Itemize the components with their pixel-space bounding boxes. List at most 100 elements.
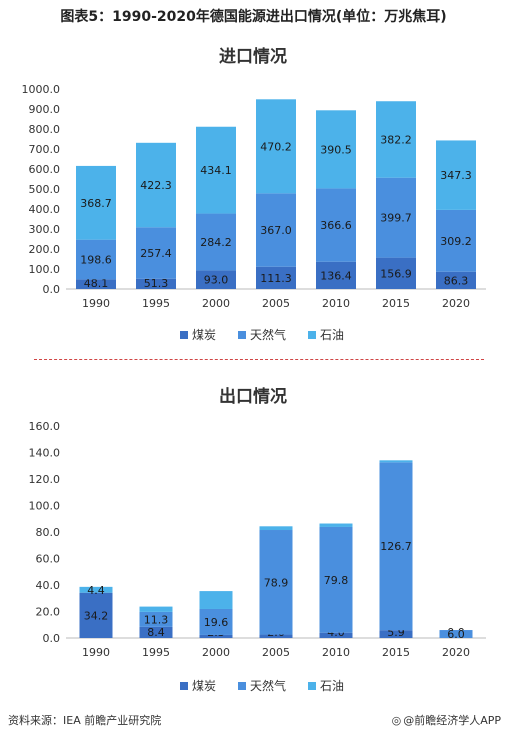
import-x-tick-label: 2015 <box>382 297 410 310</box>
export-legend-label: 石油 <box>320 679 344 693</box>
import-y-tick-label: 600.0 <box>29 163 61 176</box>
import-x-tick-label: 2005 <box>262 297 290 310</box>
import-bar-石油-2015 <box>376 101 416 178</box>
export-bar-石油-2015 <box>379 460 413 463</box>
export-x-tick-label: 2000 <box>202 646 230 659</box>
import-bar-石油-2005 <box>256 99 296 194</box>
import-bar-天然气-2000 <box>196 213 236 271</box>
export-data-label: 11.3 <box>144 613 169 626</box>
import-legend-label: 煤炭 <box>192 328 216 342</box>
import-y-tick-label: 900.0 <box>29 103 61 116</box>
import-data-label: 309.2 <box>440 235 472 248</box>
export-bar-天然气-2020 <box>439 630 473 638</box>
export-chart: 出口情况 0.0 20.0 40.0 60.0 80.0 100.0 120.0 140.0 16… <box>29 386 486 693</box>
import-bar-石油-1995 <box>136 142 176 228</box>
import-bar-煤炭-1995 <box>136 278 176 289</box>
import-bar-石油-2010 <box>316 110 356 189</box>
export-bar-天然气-2015 <box>379 462 413 631</box>
import-legend-swatch-天然气 <box>238 331 246 339</box>
export-data-label: 8.4 <box>147 626 165 639</box>
import-x-tick-label: 1995 <box>142 297 170 310</box>
source-note: 资料来源：IEA 前瞻产业研究院 <box>8 714 162 727</box>
import-data-label: 48.1 <box>84 277 109 290</box>
export-data-label: 79.8 <box>324 574 349 587</box>
import-data-label: 111.3 <box>260 272 292 285</box>
export-legend-label: 煤炭 <box>192 679 216 693</box>
export-x-tick-label: 2020 <box>442 646 470 659</box>
import-data-label: 366.6 <box>320 219 352 232</box>
export-data-label: 6.0 <box>447 628 465 641</box>
import-data-label: 86.3 <box>444 274 469 287</box>
import-data-label: 198.6 <box>80 254 112 267</box>
import-data-label: 368.7 <box>80 197 112 210</box>
export-x-tick-label: 1995 <box>142 646 170 659</box>
import-data-label: 156.9 <box>380 267 412 280</box>
import-bar-石油-2000 <box>196 126 236 214</box>
export-bar-煤炭-1995 <box>139 626 173 638</box>
import-y-tick-label: 100.0 <box>29 263 61 276</box>
export-bar-煤炭-2000 <box>199 634 233 638</box>
import-data-label: 422.3 <box>140 179 172 192</box>
export-x-tick-label: 2015 <box>382 646 410 659</box>
export-y-tick-label: 120.0 <box>29 473 61 486</box>
import-legend-swatch-煤炭 <box>180 331 188 339</box>
export-data-label: 126.7 <box>380 540 412 553</box>
import-x-tick-label: 2010 <box>322 297 350 310</box>
export-bar-天然气-2000 <box>199 608 233 635</box>
import-bar-煤炭-2000 <box>196 270 236 289</box>
export-legend-label: 天然气 <box>250 678 286 693</box>
export-y-tick-label: 80.0 <box>36 526 61 539</box>
export-y-tick-label: 100.0 <box>29 500 61 513</box>
export-bar-天然气-2010 <box>319 526 353 633</box>
import-y-tick-label: 200.0 <box>29 243 61 256</box>
import-legend-label: 天然气 <box>250 327 286 342</box>
export-data-label: 78.9 <box>264 576 289 589</box>
import-data-label: 367.0 <box>260 224 292 237</box>
export-bar-煤炭-1990 <box>79 592 113 638</box>
export-bar-石油-1995 <box>139 606 173 612</box>
export-bar-石油-1990 <box>79 586 113 593</box>
import-bar-煤炭-2020 <box>436 271 476 289</box>
export-bar-煤炭-2010 <box>319 632 353 638</box>
import-bar-天然气-2005 <box>256 193 296 267</box>
export-bar-石油-2005 <box>259 526 293 531</box>
brand-credit: ◎ @前瞻经济学人APP <box>392 712 501 728</box>
export-x-tick-label: 2005 <box>262 646 290 659</box>
export-legend-swatch-天然气 <box>238 682 246 690</box>
import-y-tick-label: 1000.0 <box>22 83 61 96</box>
import-x-tick-label: 2000 <box>202 297 230 310</box>
import-y-tick-label: 500.0 <box>29 183 61 196</box>
import-x-tick-label: 1990 <box>82 297 110 310</box>
import-data-label: 470.2 <box>260 140 292 153</box>
export-y-tick-label: 0.0 <box>43 632 61 645</box>
import-bar-石油-2020 <box>436 140 476 210</box>
import-y-tick-label: 700.0 <box>29 143 61 156</box>
import-bar-石油-1990 <box>76 165 116 240</box>
export-bar-天然气-2005 <box>259 530 293 635</box>
import-x-tick-label: 2020 <box>442 297 470 310</box>
export-bar-煤炭-2015 <box>379 630 413 638</box>
export-x-tick-label: 1990 <box>82 646 110 659</box>
export-x-tick-label: 2010 <box>322 646 350 659</box>
import-bar-煤炭-2015 <box>376 257 416 289</box>
export-y-tick-label: 60.0 <box>36 553 61 566</box>
import-y-tick-label: 400.0 <box>29 203 61 216</box>
export-bar-石油-2010 <box>319 523 353 527</box>
import-y-tick-label: 0.0 <box>43 283 61 296</box>
import-data-label: 284.2 <box>200 236 232 249</box>
import-y-tick-label: 300.0 <box>29 223 61 236</box>
import-data-label: 51.3 <box>144 277 169 290</box>
import-bar-天然气-1990 <box>76 239 116 280</box>
import-bar-天然气-2010 <box>316 188 356 262</box>
import-legend-swatch-石油 <box>308 331 316 339</box>
export-bar-天然气-1995 <box>139 611 173 627</box>
import-data-label: 257.4 <box>140 247 172 260</box>
import-data-label: 434.1 <box>200 164 232 177</box>
export-y-tick-label: 40.0 <box>36 579 61 592</box>
export-legend-swatch-石油 <box>308 682 316 690</box>
import-bar-煤炭-1990 <box>76 279 116 289</box>
export-chart-title: 出口情况 <box>219 386 287 407</box>
import-chart: 进口情况 0.0 100.0 200.0 300.0 400.0 500.0 600.0 700… <box>22 46 486 342</box>
import-bar-煤炭-2005 <box>256 266 296 289</box>
import-y-tick-label: 800.0 <box>29 123 61 136</box>
